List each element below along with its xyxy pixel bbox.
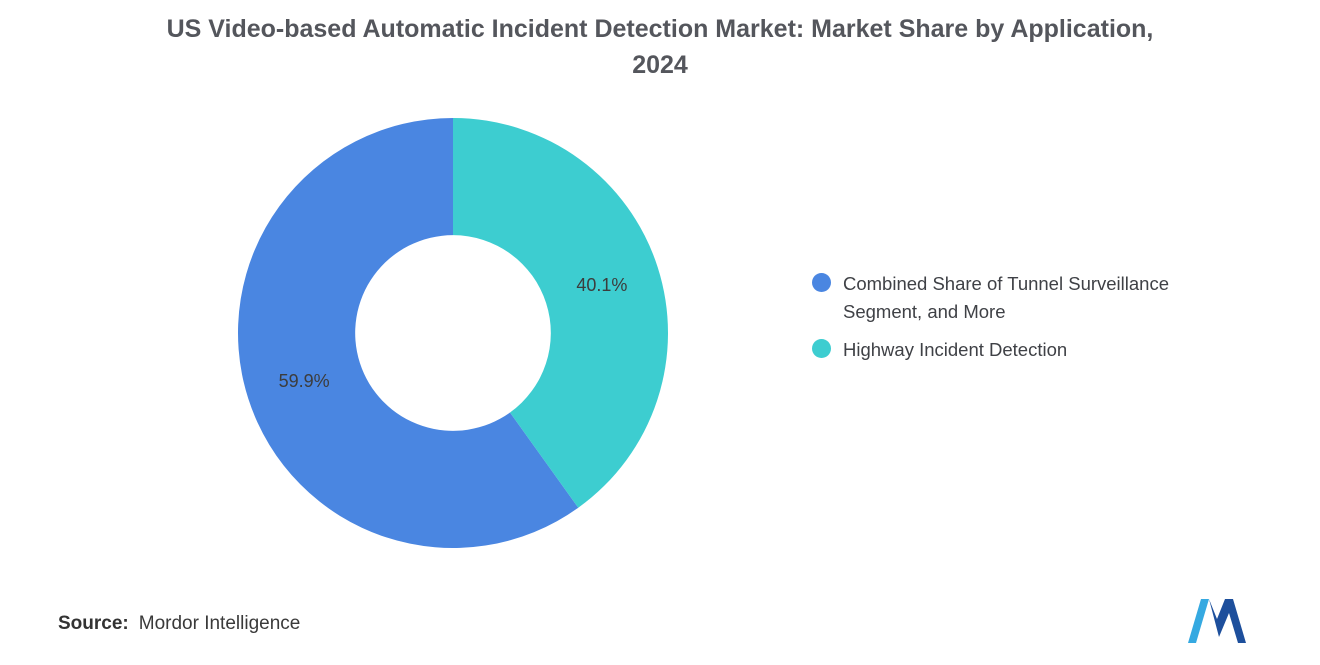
legend-swatch-tunnel-surveillance bbox=[812, 273, 831, 292]
legend: Combined Share of Tunnel Surveillance Se… bbox=[812, 270, 1245, 363]
slice-value-label-0: 59.9% bbox=[279, 371, 330, 391]
donut-chart-svg: 59.9% 40.1% bbox=[238, 118, 668, 548]
legend-label-highway-incident-detection: Highway Incident Detection bbox=[843, 338, 1068, 360]
mordor-logo-icon bbox=[1188, 599, 1246, 643]
donut-chart: 59.9% 40.1% bbox=[223, 103, 683, 563]
slice-value-label-1: 40.1% bbox=[576, 275, 627, 295]
logo-dark-stroke bbox=[1209, 599, 1246, 643]
legend-item-tunnel-surveillance: Combined Share of Tunnel Surveillance Se… bbox=[812, 270, 1245, 326]
source-text: Mordor Intelligence bbox=[138, 613, 301, 634]
chart-title: US Video-based Automatic Incident Detect… bbox=[166, 15, 1154, 79]
donut-slice-0 bbox=[238, 118, 579, 548]
legend-swatch-highway-incident-detection bbox=[812, 338, 831, 358]
donut-slice-1 bbox=[453, 118, 668, 508]
mordor-intelligence-logo bbox=[1188, 597, 1248, 645]
source-prefix-label: Source: bbox=[58, 613, 129, 634]
legend-label-tunnel-surveillance: Combined Share of Tunnel Surveillance Se… bbox=[843, 273, 1169, 322]
legend-item-highway-incident-detection: Highway Incident Detection bbox=[812, 336, 1245, 364]
source-note: Source: Mordor Intelligence bbox=[58, 613, 300, 635]
logo-light-stroke bbox=[1188, 599, 1209, 643]
